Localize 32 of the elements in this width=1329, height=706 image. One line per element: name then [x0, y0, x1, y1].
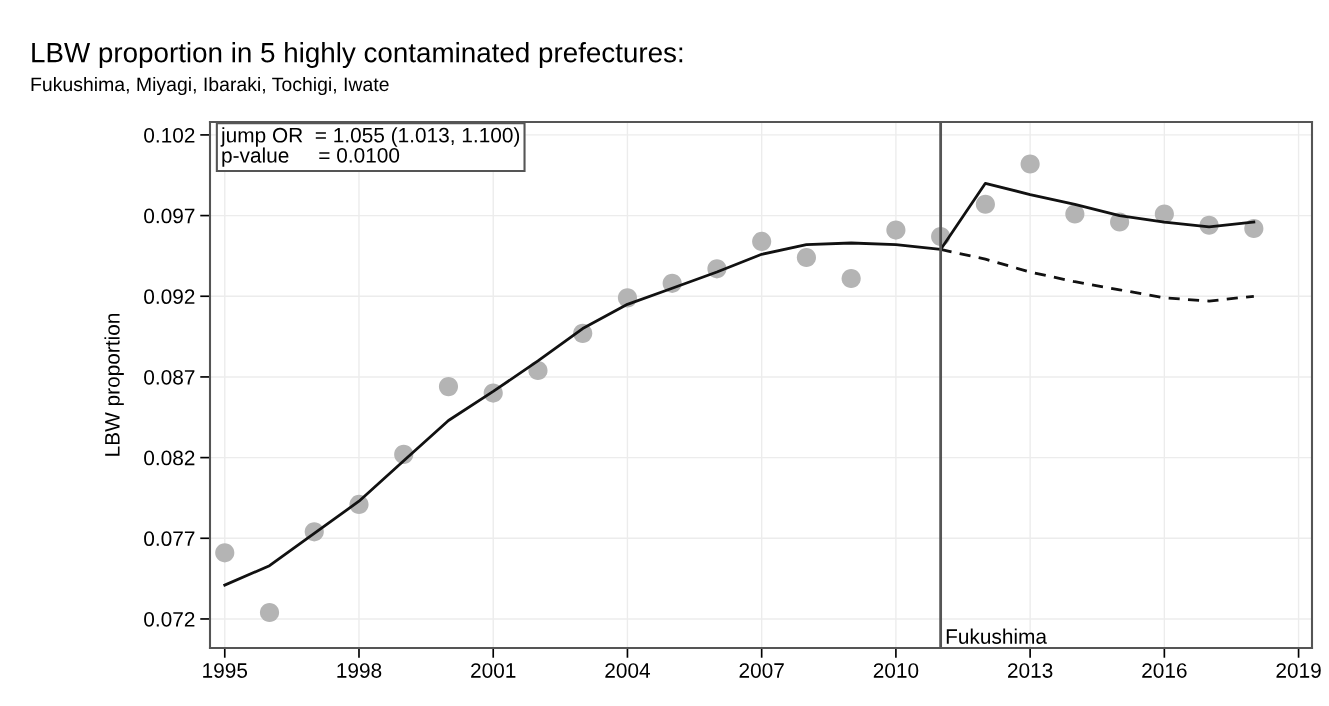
- y-tick-label: 0.102: [144, 127, 195, 143]
- point: [841, 268, 861, 289]
- x-tick-label: 2007: [739, 663, 784, 678]
- point: [1020, 154, 1040, 174]
- x-tick-label: 1995: [203, 663, 248, 678]
- point: [259, 602, 280, 623]
- x-tick-label: 2016: [1142, 663, 1187, 678]
- point: [975, 194, 995, 214]
- x-tick-label: 2013: [1008, 663, 1053, 678]
- x-tick-label: 2019: [1276, 663, 1321, 678]
- y-tick-label: 0.072: [144, 611, 195, 627]
- y-tick-label: 0.097: [144, 208, 195, 224]
- y-tick-label: 0.087: [144, 369, 195, 385]
- chart-subtitle: Fukushima, Miyagi, Ibaraki, Tochigi, Iwate: [31, 76, 389, 96]
- annotation: jump OR = 1.055 (1.013, 1.100) p-value = 0.0100: [220, 127, 520, 167]
- point: [1065, 204, 1085, 224]
- point: [1244, 218, 1264, 239]
- point: [215, 543, 235, 563]
- x-tick-label: 2004: [605, 663, 651, 678]
- y-tick-label: 0.077: [144, 531, 195, 547]
- y-tick-label: 0.082: [144, 450, 195, 466]
- chart-title: LBW proportion in 5 highly contaminated prefectures:: [32, 42, 683, 68]
- ref-line-label: Fukushima: [946, 628, 1047, 644]
- y-axis-title: LBW proportion: [104, 313, 124, 456]
- point: [438, 377, 459, 397]
- point: [886, 220, 906, 240]
- point: [796, 247, 816, 268]
- point: [752, 231, 772, 251]
- x-tick-label: 1998: [337, 663, 382, 678]
- x-tick-label: 2010: [873, 663, 919, 678]
- x-tick-label: 2001: [471, 663, 516, 678]
- y-tick-label: 0.092: [144, 289, 195, 305]
